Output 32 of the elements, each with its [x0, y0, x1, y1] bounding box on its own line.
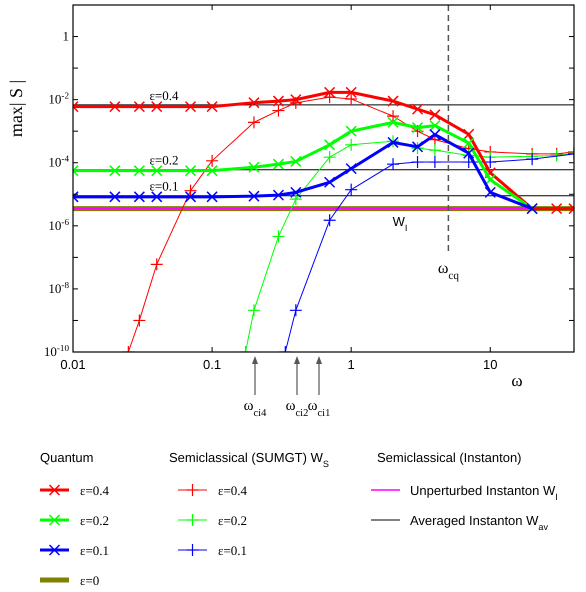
legend-label: ε=0.1: [80, 543, 110, 558]
legend-label: ε=0.1: [218, 543, 248, 558]
y-tick-label: 10$^{-8}$: [48, 280, 70, 296]
x-axis-title: ω: [511, 371, 523, 390]
y-tick-label: 1: [62, 28, 69, 44]
text: Quantum: [40, 450, 94, 465]
text: Semiclassical (Instanton): [377, 450, 522, 465]
text: ω$_{ci2}$: [286, 398, 308, 418]
y-tick-label: 10$^{-10}$: [44, 343, 70, 359]
x-tick-label: 0.1: [203, 357, 222, 372]
x-tick-label: 0.01: [60, 357, 86, 372]
y-axis-title: max| S |: [6, 80, 26, 138]
text: Semiclassical (SUMGT) W$_{S}$: [169, 450, 329, 469]
ref-line-label: ω$_{cq}$: [438, 260, 460, 282]
annotation: W$_{I}$: [392, 214, 408, 233]
annotation: ε=0.2: [149, 152, 179, 168]
legend-label: ε=0.2: [218, 513, 248, 528]
y-tick-label: 10$^{-4}$: [48, 154, 70, 170]
legend-label: ε=0.2: [80, 513, 110, 528]
annotation: ε=0.1: [149, 178, 179, 194]
legend-label: ε=0: [80, 573, 100, 588]
legend-label: Unperturbed Instanton W$_{I}$: [410, 483, 558, 502]
text: ω$_{ci4}$: [244, 398, 268, 418]
annotation: ε=0.4: [149, 88, 180, 103]
legend-label: Averaged Instanton W$_{av}$: [410, 513, 548, 532]
y-tick-label: 10$^{-6}$: [48, 216, 70, 233]
x-tick-label: 10: [483, 357, 498, 372]
y-tick-label: 10$^{-2}$: [48, 90, 70, 107]
x-tick-label: 1: [348, 357, 355, 372]
legend-label: ε=0.4: [80, 483, 110, 498]
legend-label: ε=0.4: [218, 483, 248, 498]
text: ω$_{ci1}$: [308, 398, 330, 418]
